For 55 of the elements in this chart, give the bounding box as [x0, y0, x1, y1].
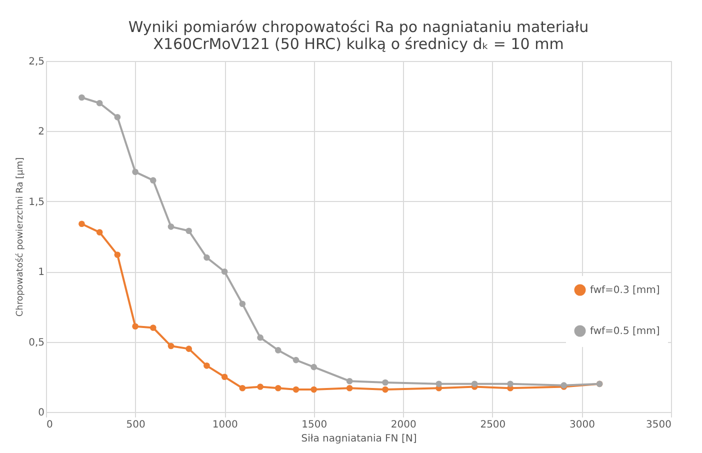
legend-label: fwf=0.5 [mm]	[590, 326, 660, 337]
point	[310, 364, 318, 370]
point	[221, 268, 228, 275]
point	[96, 100, 103, 106]
y-tick-label: 2	[38, 126, 44, 138]
point	[346, 378, 353, 384]
point	[150, 324, 156, 331]
text: X160CrMoV121 (50 HRC) kulką o średnicy dₖ = 10 mm	[153, 35, 564, 53]
x-tick-label: 1000	[212, 420, 238, 430]
point	[436, 380, 442, 388]
point	[239, 384, 246, 392]
point	[150, 177, 156, 184]
point	[292, 386, 300, 393]
x-tick-label: 3000	[569, 420, 595, 430]
point	[168, 224, 174, 230]
point	[221, 374, 228, 380]
point	[78, 94, 85, 101]
point	[114, 114, 121, 120]
y-tick-label: 0,5	[28, 337, 44, 348]
x-axis-title: Siła nagniatania FN [N]	[301, 434, 417, 444]
point	[204, 254, 210, 261]
point	[204, 362, 210, 369]
point	[471, 380, 478, 388]
x-tick-label: 3500	[646, 420, 672, 430]
y-tick-label: 2,5	[28, 56, 44, 68]
x-tick-label: 500	[126, 420, 146, 430]
point	[310, 386, 318, 393]
point	[186, 228, 192, 234]
x-tick-label: 2500	[480, 420, 506, 430]
y-tick-label: 1,5	[28, 196, 44, 208]
x-tick-label: 0	[46, 420, 53, 430]
y-tick-label: 1	[38, 267, 44, 278]
legend-label: fwf=0.3 [mm]	[590, 285, 660, 296]
point	[168, 342, 174, 350]
text: Wyniki pomiarów chropowatości Ra po nagniataniu materiału	[128, 18, 589, 36]
y-tick-label: 0	[38, 408, 44, 418]
point	[346, 384, 353, 392]
point	[96, 229, 103, 236]
x-tick-label: 1500	[302, 420, 328, 430]
point	[132, 323, 138, 330]
point	[382, 379, 388, 386]
x-tick-label: 2000	[390, 420, 416, 430]
point	[507, 380, 514, 388]
point	[257, 384, 264, 390]
point	[78, 220, 85, 228]
y-axis-title: Chropowatość powierzchni Ra [µm]	[14, 157, 26, 317]
point	[257, 334, 264, 341]
point	[239, 300, 246, 308]
point	[382, 386, 388, 393]
point	[186, 346, 192, 352]
point	[132, 168, 138, 176]
point	[274, 384, 282, 392]
point	[292, 356, 300, 364]
point	[274, 347, 282, 354]
point	[114, 252, 121, 258]
